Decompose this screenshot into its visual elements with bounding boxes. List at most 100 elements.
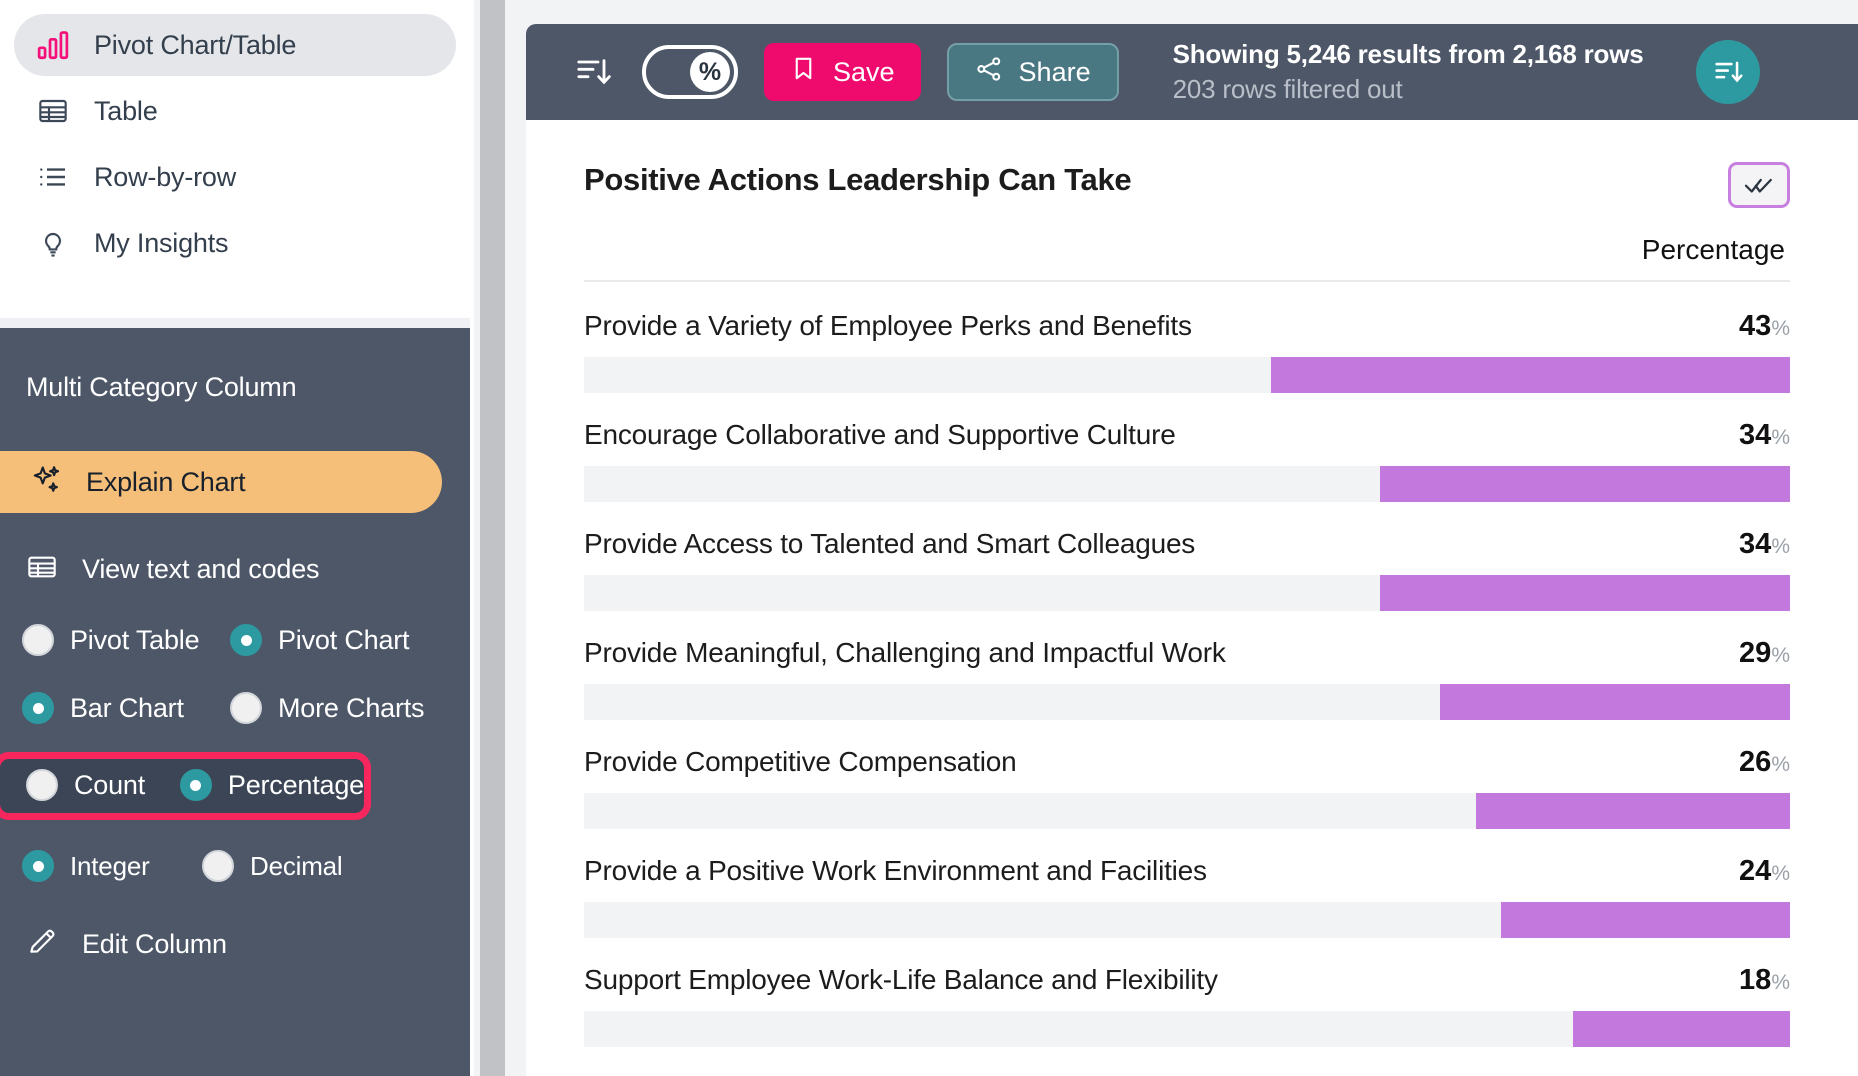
chart-bar-track (584, 466, 1790, 502)
radio-pivot-chart[interactable]: Pivot Chart (230, 624, 410, 656)
chart-row-value-number: 26 (1739, 746, 1772, 778)
chart-row-value: 34% (1739, 528, 1790, 561)
sidebar-item-label: My Insights (94, 227, 229, 258)
chart-row-value-number: 29 (1739, 637, 1772, 669)
sidebar-item-table[interactable]: Table (14, 80, 456, 142)
view-text-and-codes-label: View text and codes (82, 554, 320, 584)
column-header-percentage: Percentage (584, 208, 1790, 282)
results-count-text: Showing 5,246 results from 2,168 rows (1172, 39, 1644, 69)
chart-row[interactable]: Provide a Positive Work Environment and … (584, 829, 1790, 938)
radio-count[interactable]: Count (26, 769, 180, 801)
chart-row-value-number: 43 (1739, 310, 1772, 342)
chart-bar-fill (1500, 902, 1790, 938)
pencil-icon (26, 926, 58, 963)
chart-bar-fill (1271, 357, 1790, 393)
page-title: Positive Actions Leadership Can Take (584, 162, 1132, 197)
measure-radio-group-highlight: Count Percentage (0, 752, 371, 820)
page-scrollbar[interactable] (474, 0, 516, 1076)
chart-row-label: Encourage Collaborative and Supportive C… (584, 419, 1176, 450)
radio-label: Count (74, 769, 146, 800)
chart-row-label: Provide Access to Talented and Smart Col… (584, 528, 1196, 559)
radio-integer[interactable]: Integer (22, 850, 202, 882)
chart-bar-fill (1379, 575, 1790, 611)
radio-label: Pivot Chart (278, 624, 410, 655)
display-mode-radio-group: Pivot Table Pivot Chart (0, 624, 470, 656)
radio-label: Bar Chart (70, 692, 184, 723)
explain-chart-label: Explain Chart (86, 466, 246, 497)
chart-panel: Positive Actions Leadership Can Take Per… (526, 120, 1858, 1076)
select-all-button[interactable] (1728, 162, 1790, 208)
chart-bar-track (584, 902, 1790, 938)
radio-pivot-table[interactable]: Pivot Table (22, 624, 230, 656)
sort-descending-icon (1714, 61, 1743, 83)
sidebar-divider (0, 318, 470, 328)
chart-row-value: 26% (1739, 746, 1790, 779)
primary-nav: Pivot Chart/Table Table (0, 0, 470, 318)
radio-label: More Charts (278, 692, 425, 723)
chart-bar-track (584, 793, 1790, 829)
chart-row-value-unit: % (1771, 426, 1790, 449)
radio-indicator-selected (22, 850, 54, 882)
sidebar-edge (470, 0, 474, 1076)
main-content: % Save (516, 0, 1858, 1076)
sort-filter-fab-button[interactable] (1695, 40, 1760, 104)
chart-row-label: Provide Competitive Compensation (584, 746, 1017, 777)
chart-row[interactable]: Provide Competitive Compensation 26% (584, 720, 1790, 829)
chart-bar-fill (1379, 466, 1790, 502)
edit-column-button[interactable]: Edit Column (26, 926, 470, 963)
precision-radio-group: Integer Decimal (0, 850, 470, 882)
sidebar-item-my-insights[interactable]: My Insights (14, 212, 456, 274)
percent-toggle[interactable]: % (642, 45, 738, 99)
edit-column-label: Edit Column (82, 929, 227, 959)
column-settings-panel: Multi Category Column Explain Chart (0, 328, 470, 1076)
chart-toolbar: % Save (526, 24, 1858, 120)
chart-row[interactable]: Provide Meaningful, Challenging and Impa… (584, 611, 1790, 720)
chart-row-label: Provide a Positive Work Environment and … (584, 855, 1207, 886)
chart-header: Positive Actions Leadership Can Take (584, 120, 1790, 208)
chart-row-value: 18% (1739, 964, 1790, 997)
sidebar-item-label: Row-by-row (94, 161, 237, 192)
radio-indicator (26, 769, 58, 801)
radio-percentage[interactable]: Percentage (179, 769, 364, 801)
radio-bar-chart[interactable]: Bar Chart (22, 692, 230, 724)
chart-row-value: 24% (1739, 855, 1790, 888)
table-icon (26, 551, 58, 588)
chart-row-value-unit: % (1771, 535, 1790, 558)
measure-radio-group: Count Percentage (0, 769, 364, 801)
sidebar-item-label: Pivot Chart/Table (94, 29, 297, 60)
share-button[interactable]: Share (946, 43, 1119, 101)
chart-bar-track (584, 357, 1790, 393)
radio-indicator-selected (179, 769, 212, 801)
chart-row-header: Provide a Positive Work Environment and … (584, 855, 1790, 888)
radio-more-charts[interactable]: More Charts (230, 692, 425, 724)
sidebar-item-pivot-chart-table[interactable]: Pivot Chart/Table (14, 14, 456, 76)
chart-row-header: Provide Meaningful, Challenging and Impa… (584, 637, 1790, 670)
view-text-and-codes-button[interactable]: View text and codes (26, 551, 470, 588)
radio-decimal[interactable]: Decimal (202, 850, 343, 882)
chart-row[interactable]: Encourage Collaborative and Supportive C… (584, 393, 1790, 502)
chart-row[interactable]: Provide Access to Talented and Smart Col… (584, 502, 1790, 611)
chart-row-value-number: 34 (1739, 528, 1772, 560)
chart-row-value: 34% (1739, 419, 1790, 452)
bookmark-icon (790, 55, 817, 89)
sidebar-item-row-by-row[interactable]: Row-by-row (14, 146, 456, 208)
chart-bar-track (584, 575, 1790, 611)
left-sidebar: Pivot Chart/Table Table (0, 0, 470, 1076)
explain-chart-button[interactable]: Explain Chart (0, 451, 442, 513)
chart-row-header: Support Employee Work-Life Balance and F… (584, 964, 1790, 997)
radio-indicator-selected (230, 624, 262, 656)
filtered-rows-text: 203 rows filtered out (1172, 74, 1403, 104)
chart-row[interactable]: Support Employee Work-Life Balance and F… (584, 938, 1790, 1047)
chart-row-value-unit: % (1771, 644, 1790, 667)
chart-row-header: Provide Competitive Compensation 26% (584, 746, 1790, 779)
lightbulb-icon (36, 226, 70, 260)
scrollbar-thumb[interactable] (480, 0, 505, 1076)
sort-descending-icon[interactable] (570, 49, 616, 95)
radio-label: Decimal (250, 850, 343, 881)
chart-row-value-number: 18 (1739, 964, 1772, 996)
chart-row[interactable]: Provide a Variety of Employee Perks and … (584, 284, 1790, 393)
save-button[interactable]: Save (764, 43, 921, 101)
chart-row-value-number: 24 (1739, 855, 1772, 887)
chart-row-value-unit: % (1771, 862, 1790, 885)
